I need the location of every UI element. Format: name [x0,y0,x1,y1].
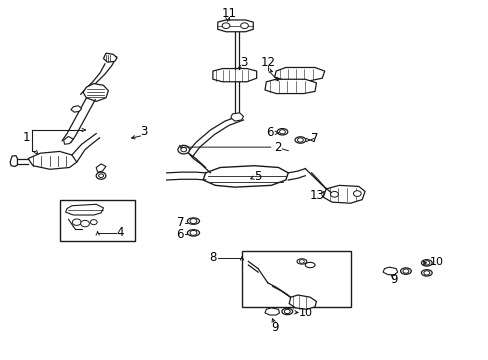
Ellipse shape [282,308,292,315]
Text: 3: 3 [239,56,247,69]
Polygon shape [264,79,316,94]
Circle shape [423,271,429,275]
Ellipse shape [296,259,306,264]
Ellipse shape [187,218,199,224]
Circle shape [402,269,408,273]
Polygon shape [274,67,324,81]
Polygon shape [230,113,243,121]
Ellipse shape [305,262,314,268]
Text: 9: 9 [270,321,278,334]
Text: 5: 5 [254,170,261,183]
Ellipse shape [277,129,287,135]
Text: 8: 8 [209,251,216,264]
Circle shape [240,23,248,28]
Ellipse shape [400,268,410,274]
Circle shape [90,220,97,225]
Circle shape [297,138,303,142]
Polygon shape [65,204,103,215]
Text: 7: 7 [311,132,318,145]
Circle shape [181,148,186,152]
Text: 2: 2 [273,141,281,154]
Circle shape [190,219,197,224]
Ellipse shape [421,260,431,266]
Polygon shape [63,136,73,144]
Polygon shape [212,68,256,82]
Bar [242,251,351,307]
Polygon shape [264,308,279,315]
Text: 3: 3 [140,125,147,138]
Text: 12: 12 [260,56,275,69]
Polygon shape [83,84,108,102]
Polygon shape [28,152,77,169]
Text: 13: 13 [309,189,324,202]
Circle shape [190,230,197,235]
Polygon shape [10,156,18,166]
Polygon shape [203,166,287,187]
Circle shape [72,219,81,225]
Circle shape [178,145,189,154]
Circle shape [299,260,304,263]
Polygon shape [288,295,316,309]
Polygon shape [382,267,397,275]
Polygon shape [96,164,106,172]
Circle shape [423,261,429,265]
Circle shape [330,192,338,197]
Text: 7: 7 [176,216,183,229]
Bar [60,200,135,241]
Ellipse shape [421,270,431,276]
Circle shape [99,174,103,177]
Ellipse shape [187,230,199,236]
Circle shape [81,220,89,227]
Circle shape [222,23,229,28]
Text: 6: 6 [265,126,273,139]
Polygon shape [103,53,117,62]
Ellipse shape [294,137,305,143]
Text: 6: 6 [176,228,183,241]
Text: 10: 10 [298,308,312,318]
Circle shape [279,130,285,134]
Polygon shape [323,185,365,203]
Text: 10: 10 [428,257,443,267]
Circle shape [353,191,361,197]
Text: 9: 9 [390,273,397,286]
Polygon shape [217,20,253,32]
Circle shape [96,172,106,179]
Text: 1: 1 [23,131,30,144]
Text: 4: 4 [117,226,124,239]
Circle shape [284,309,289,314]
Text: 11: 11 [221,8,236,21]
Polygon shape [71,106,81,112]
